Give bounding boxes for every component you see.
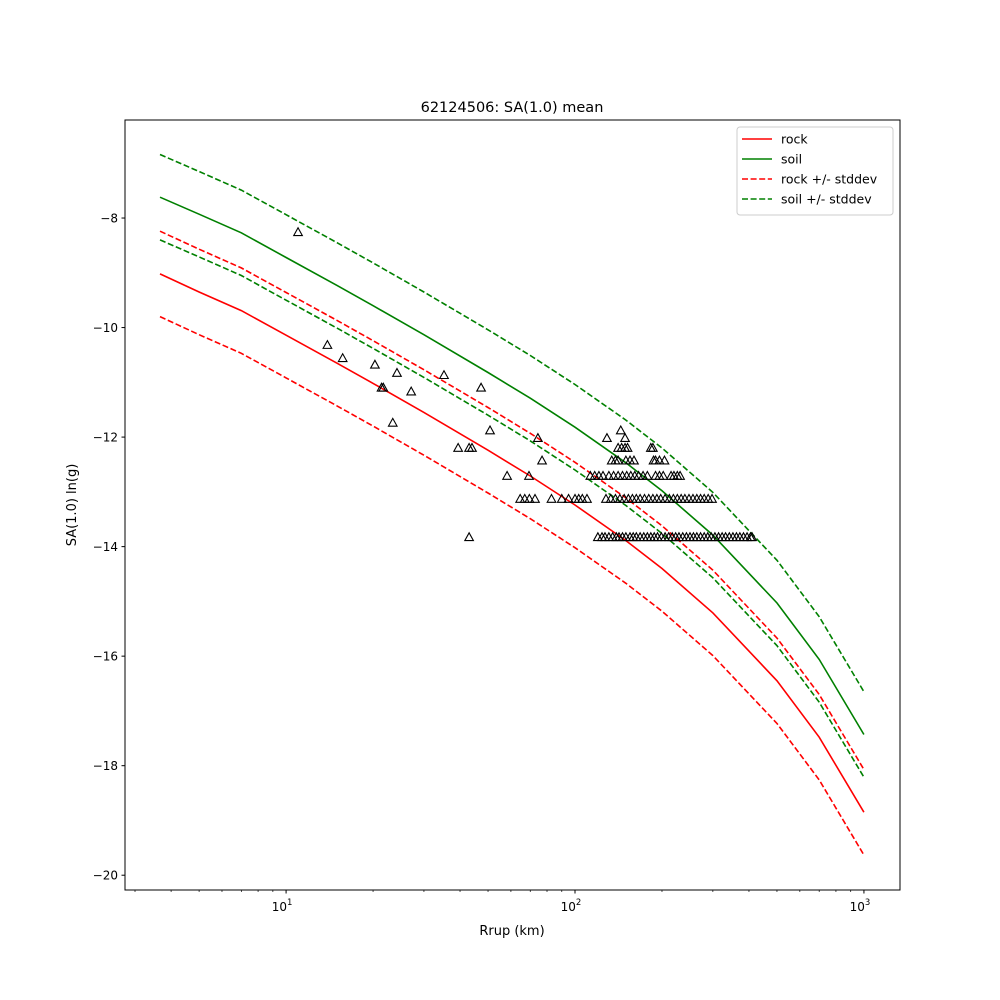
observation-marker	[615, 424, 626, 435]
x-tick-label: 103	[850, 898, 871, 914]
observation-marker	[563, 493, 574, 503]
observation-marker	[405, 385, 417, 396]
x-tick-base: 10	[272, 900, 287, 914]
x-tick-exponent: 1	[287, 898, 292, 908]
observation-marker	[463, 531, 475, 542]
y-tick-label: −12	[93, 431, 118, 445]
observation-marker	[524, 493, 535, 503]
plot-area	[159, 153, 865, 856]
observation-marker	[601, 432, 613, 443]
legend-label: rock	[781, 132, 808, 147]
observation-marker	[466, 442, 478, 452]
x-tick-label: 102	[561, 898, 582, 914]
observation-marker	[391, 367, 403, 377]
observation-marker	[581, 493, 593, 503]
legend-label: soil +/- stddev	[781, 192, 872, 207]
observation-marker	[452, 442, 464, 452]
y-tick-label: −20	[93, 869, 118, 883]
series-line-rock-stddev-3	[159, 315, 865, 856]
observation-marker	[475, 382, 487, 392]
observation-marker	[438, 369, 450, 380]
observation-marker	[556, 493, 568, 503]
observation-marker	[546, 493, 557, 503]
y-tick-label: −8	[100, 212, 118, 226]
observation-marker	[658, 470, 669, 480]
x-tick-base: 10	[850, 900, 865, 914]
observation-marker	[523, 470, 535, 480]
observation-marker	[501, 470, 513, 480]
observation-marker	[612, 455, 624, 465]
y-tick-label: −18	[93, 759, 118, 773]
observation-marker	[659, 455, 670, 465]
chart-title: 62124506: SA(1.0) mean	[421, 100, 604, 116]
x-tick-exponent: 3	[865, 898, 870, 908]
observation-marker	[746, 531, 758, 542]
observation-marker	[622, 442, 633, 452]
series-line-soil-stddev-4	[159, 153, 865, 693]
observation-marker	[369, 359, 381, 369]
x-axis: 101 102 103	[134, 890, 871, 914]
observation-marker	[612, 470, 624, 480]
series-line-rock-stddev-2	[159, 230, 865, 770]
observation-marker	[628, 455, 640, 465]
observation-marker	[378, 382, 389, 392]
observation-marker	[647, 442, 659, 452]
x-tick-exponent: 2	[576, 898, 581, 908]
observation-marker	[619, 432, 631, 443]
y-tick-label: −16	[93, 650, 118, 664]
legend-box	[736, 126, 894, 216]
axes-frame	[124, 119, 901, 891]
observation-marker	[484, 424, 496, 435]
observation-marker	[674, 470, 686, 480]
y-tick-label: −14	[93, 540, 118, 554]
series-line-rock-0	[159, 273, 865, 813]
observation-marker	[642, 470, 653, 480]
legend-label: soil	[781, 152, 802, 167]
legend: rock soil rock +/- stddev soil +/- stddev	[736, 126, 894, 216]
observation-marker	[536, 455, 548, 465]
observation-marker	[529, 493, 541, 503]
x-tick-label: 101	[272, 898, 293, 914]
observation-marker	[706, 493, 718, 503]
observation-marker	[337, 352, 348, 363]
observation-marker	[654, 455, 665, 465]
legend-label: rock +/- stddev	[781, 172, 878, 187]
observation-marker	[292, 226, 304, 237]
x-tick-base: 10	[561, 900, 576, 914]
series-line-soil-stddev-5	[159, 239, 865, 778]
y-axis: −8 −10 −12 −14 −16 −18 −20	[93, 212, 125, 883]
observation-marker	[387, 417, 398, 427]
series-line-soil-1	[159, 196, 865, 735]
y-axis-label: SA(1.0) ln(g)	[65, 464, 80, 547]
y-tick-label: −10	[93, 321, 118, 335]
observation-marker	[597, 470, 609, 480]
observation-marker	[322, 339, 333, 349]
observation-marker	[532, 432, 544, 443]
x-axis-label: Rrup (km)	[479, 924, 544, 939]
